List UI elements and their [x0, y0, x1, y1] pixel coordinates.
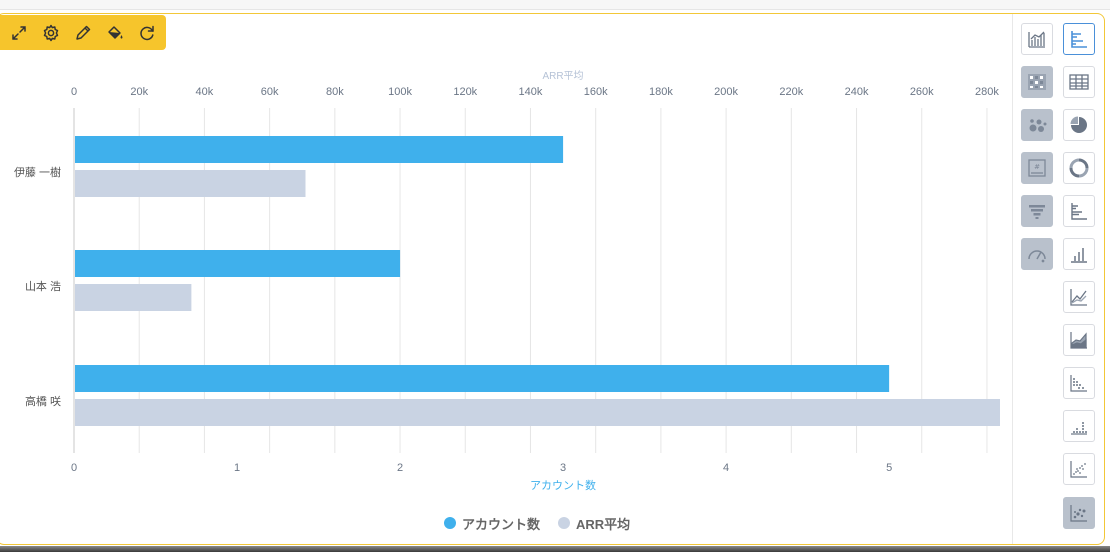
pie-button[interactable]	[1063, 109, 1095, 141]
table-button[interactable]	[1063, 66, 1095, 98]
category-label: 伊藤 一樹	[14, 166, 61, 179]
top-axis-tick-label: 160k	[584, 86, 608, 98]
edit-button[interactable]	[70, 20, 96, 46]
bottom-axis-tick-label: 0	[71, 462, 77, 474]
gauge-icon	[1028, 250, 1046, 263]
bar-arr	[75, 284, 192, 311]
scatter-icon	[1070, 461, 1087, 478]
gear-icon	[43, 24, 59, 42]
heatmap-button[interactable]	[1021, 66, 1053, 98]
top-axis-tick-label: 140k	[519, 86, 543, 98]
expand-button[interactable]	[6, 20, 32, 46]
chart-toolbar	[0, 15, 166, 50]
bar-arr	[75, 399, 1000, 426]
expand-icon	[12, 26, 26, 40]
top-axis-tick-label: 240k	[845, 86, 869, 98]
legend-label-accounts: アカウント数	[462, 516, 541, 532]
column-chart-button[interactable]	[1063, 238, 1095, 270]
number-card-button[interactable]: #	[1021, 152, 1053, 184]
heatmap-icon	[1028, 74, 1046, 90]
pie-icon	[1070, 116, 1087, 133]
combo-chart-button[interactable]	[1021, 23, 1053, 55]
side-divider	[1012, 14, 1013, 544]
funnel-button[interactable]	[1021, 195, 1053, 227]
table-icon	[1069, 74, 1089, 90]
bottom-axis-title: アカウント数	[530, 479, 596, 492]
category-label: 山本 浩	[25, 279, 61, 293]
dot-column-icon	[1071, 422, 1087, 435]
legend-swatch-arr	[558, 517, 571, 529]
scatter-matrix-button[interactable]	[1063, 497, 1095, 529]
legend-swatch-accounts	[444, 517, 456, 529]
legend-item-arr[interactable]: ARR平均	[558, 514, 630, 533]
chart-legend: アカウント数 ARR平均	[444, 513, 630, 533]
bar-accounts	[75, 365, 890, 392]
bubble-icon	[1029, 119, 1047, 132]
top-axis-tick-label: 280k	[975, 86, 999, 98]
chart-panel	[0, 13, 1105, 545]
top-axis-tick-label: 260k	[910, 86, 934, 98]
bottom-axis-tick-label: 2	[397, 462, 403, 474]
line-chart-icon	[1070, 289, 1087, 306]
top-axis-tick-label: 200k	[714, 86, 738, 98]
bubble-button[interactable]	[1021, 109, 1053, 141]
area-chart-icon	[1070, 332, 1087, 349]
column-chart-icon	[1071, 248, 1087, 263]
top-strip	[0, 0, 1110, 10]
grouped-horizontal-bar-button[interactable]	[1063, 195, 1095, 227]
line-chart-button[interactable]	[1063, 281, 1095, 313]
top-axis-tick-label: 120k	[453, 86, 477, 98]
top-axis-tick-label: 100k	[388, 86, 412, 98]
top-axis-title: ARR平均	[542, 70, 583, 82]
fill-color-button[interactable]	[102, 20, 128, 46]
bottom-axis-tick-label: 1	[234, 462, 240, 474]
dot-column-button[interactable]	[1063, 410, 1095, 442]
donut-button[interactable]	[1063, 152, 1095, 184]
top-axis-tick-label: 60k	[261, 86, 279, 98]
funnel-icon	[1029, 205, 1045, 219]
bar-accounts	[75, 136, 564, 163]
category-label: 高橋 咲	[25, 394, 61, 408]
number-card-icon: #	[1028, 159, 1046, 177]
svg-text:#: #	[1034, 163, 1040, 171]
top-axis-tick-label: 80k	[326, 86, 344, 98]
bottom-axis-tick-label: 4	[723, 462, 729, 474]
dot-strip-icon	[1070, 375, 1087, 392]
legend-item-accounts[interactable]: アカウント数	[444, 514, 540, 533]
bottom-axis-tick-label: 5	[886, 462, 892, 474]
horizontal-bar-button[interactable]	[1063, 23, 1095, 55]
horizontal-bar-icon	[1071, 31, 1087, 48]
bottom-axis-tick-label: 3	[560, 462, 566, 474]
area-chart-button[interactable]	[1063, 324, 1095, 356]
refresh-button[interactable]	[134, 20, 160, 46]
settings-button[interactable]	[38, 20, 64, 46]
grouped-horizontal-bar-icon	[1071, 203, 1087, 220]
scatter-button[interactable]	[1063, 453, 1095, 485]
bottom-shadow	[0, 546, 1110, 552]
top-axis-tick-label: 0	[71, 86, 77, 98]
top-axis-tick-label: 180k	[649, 86, 673, 98]
scatter-matrix-icon	[1070, 505, 1087, 522]
top-axis-tick-label: 40k	[196, 86, 214, 98]
paint-bucket-icon	[108, 26, 123, 39]
legend-label-arr: ARR平均	[576, 516, 631, 532]
chart-area: 0 20k 40k 60k 80k 100k 120k 140k 160k 180k 200k 220…	[0, 60, 1012, 540]
gauge-button[interactable]	[1021, 238, 1053, 270]
refresh-icon	[140, 25, 154, 41]
pencil-icon	[76, 25, 91, 40]
dot-strip-button[interactable]	[1063, 367, 1095, 399]
top-axis-tick-label: 220k	[779, 86, 803, 98]
top-axis-tick-label: 20k	[130, 86, 148, 98]
combo-chart-icon	[1028, 31, 1045, 48]
bar-accounts	[75, 250, 401, 277]
donut-icon	[1069, 158, 1089, 178]
bar-arr	[75, 170, 306, 197]
bar-chart: 0 20k 40k 60k 80k 100k 120k 140k 160k 180k 200k 220…	[14, 70, 1000, 492]
